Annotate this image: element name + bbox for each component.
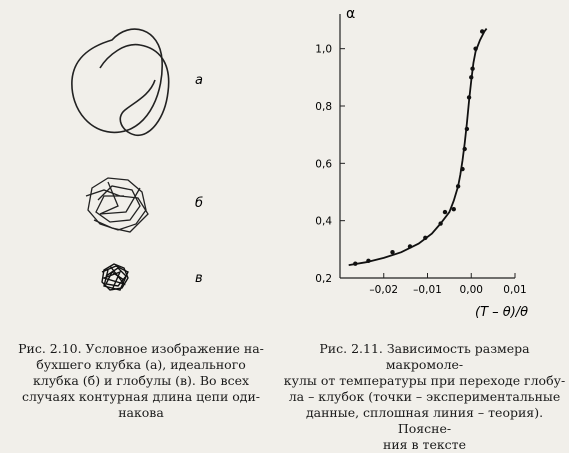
data-point: [470, 66, 475, 71]
data-point: [390, 250, 395, 255]
data-point: [473, 46, 478, 51]
panel-label-a: а: [195, 73, 203, 88]
caption-line: кулы от температуры при переходе глобу-: [283, 373, 566, 388]
data-point: [466, 95, 472, 100]
data-point: [464, 126, 470, 132]
y-tick-label: 0,2: [315, 273, 332, 285]
data-point: [423, 235, 428, 241]
ideal-coil-drawing: [85, 177, 149, 233]
caption-line: накова: [118, 405, 164, 420]
x-tick-label: –0,02: [369, 284, 398, 296]
figure-2-11: 0,2 0,4 0,6 0,8 1,0 –0,02 –0,01 0,00 0,01 α (T –…: [300, 0, 569, 330]
data-point: [366, 258, 371, 263]
data-point: [460, 166, 465, 172]
theory-curve: [348, 28, 488, 266]
swollen-coil-drawing: [71, 28, 170, 136]
y-tick-label: 0,4: [315, 216, 332, 228]
figure-2-10-caption: Рис. 2.10. Условное изображение на- бухш…: [10, 341, 272, 421]
panel-label-b: б: [195, 196, 203, 211]
x-tick-label: 0,01: [503, 284, 526, 296]
conformation-drawings: а б в: [71, 28, 203, 291]
globule-drawing: [101, 263, 129, 291]
data-point: [469, 75, 474, 80]
experimental-points: [353, 29, 485, 266]
panel-label-v: в: [195, 271, 203, 286]
x-axis-label: (T – θ)/θ: [475, 305, 528, 320]
caption-line: Рис. 2.10. Условное изображение на-: [18, 341, 264, 356]
caption-line: случаях контурная длина цепи оди-: [21, 389, 261, 404]
theory-line: [348, 28, 488, 266]
data-point: [462, 146, 467, 152]
y-tick-label: 1,0: [315, 44, 332, 56]
data-point: [438, 221, 443, 226]
caption-line: ния в тексте: [383, 437, 466, 452]
figure-2-11-caption: Рис. 2.11. Зависимость размера макромоле…: [282, 341, 567, 453]
caption-line: клубка (б) и глобулы (в). Во всех: [32, 373, 250, 388]
y-tick-label: 0,6: [315, 158, 332, 170]
figure-2-10: а б в: [0, 0, 280, 330]
data-point: [407, 244, 413, 249]
data-point: [353, 261, 358, 266]
y-axis-label: α: [346, 6, 355, 22]
x-tick-label: 0,00: [460, 284, 483, 296]
caption-line: данные, сплошная линия – теория). Поясне…: [305, 405, 544, 436]
x-tick-label: –0,01: [413, 284, 442, 296]
alpha-vs-temperature-chart: 0,2 0,4 0,6 0,8 1,0 –0,02 –0,01 0,00 0,01 α (T –…: [315, 6, 528, 320]
data-point: [479, 29, 485, 34]
data-point: [455, 184, 461, 189]
caption-line: бухшего клубка (а), идеального: [36, 357, 246, 372]
y-tick-label: 0,8: [315, 101, 332, 113]
chart-axes: 0,2 0,4 0,6 0,8 1,0 –0,02 –0,01 0,00 0,01: [315, 14, 527, 296]
caption-line: Рис. 2.11. Зависимость размера макромоле…: [319, 341, 530, 372]
data-point: [451, 207, 456, 212]
caption-line: ла – клубок (точки – экспериментальные: [288, 389, 561, 404]
data-point: [442, 209, 448, 215]
